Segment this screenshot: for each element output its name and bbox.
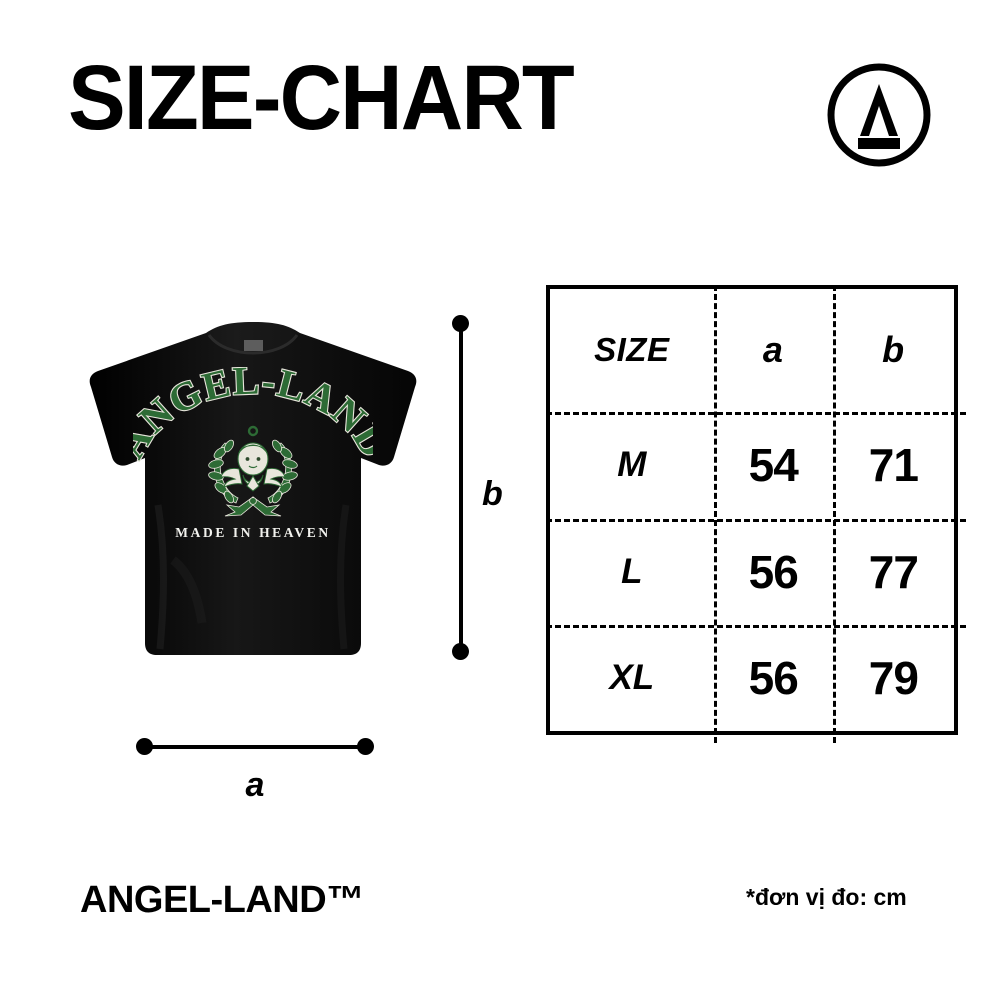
measurement-endpoint-bottom xyxy=(452,643,469,660)
shirt-tagline: MADE IN HEAVEN xyxy=(175,525,331,540)
measurement-line-vertical xyxy=(459,323,463,652)
measurement-line-horizontal xyxy=(144,745,366,749)
table-cell-m-a: 54 xyxy=(748,439,799,492)
size-table: SIZE a b M 54 71 L 56 77 XL 56 79 xyxy=(546,285,966,743)
measurement-endpoint-right xyxy=(357,738,374,755)
table-header-size: SIZE xyxy=(594,331,670,369)
measurement-guide-a: a xyxy=(136,738,374,804)
table-cell-xl-a: 56 xyxy=(748,651,799,704)
shirt-print-artwork: ANGEL-LAND xyxy=(133,367,373,542)
measurement-label-b: b xyxy=(482,475,503,513)
circled-a-logo xyxy=(826,62,932,168)
table-cell-l-a: 56 xyxy=(748,545,799,598)
measurement-label-a: a xyxy=(245,766,265,804)
table-cell-xl-b: 79 xyxy=(868,651,919,704)
table-row: L xyxy=(621,551,643,591)
table-column-divider-1 xyxy=(713,285,717,743)
table-row: M xyxy=(617,445,647,485)
table-header-a: a xyxy=(762,329,784,371)
measurement-guide-b: b xyxy=(452,315,503,660)
table-cell-l-b: 77 xyxy=(868,545,919,598)
table-cell-m-b: 71 xyxy=(868,439,919,492)
footer-unit-note: *đơn vị đo: cm xyxy=(746,884,907,910)
page-title: SIZE-CHART xyxy=(68,47,575,149)
table-column-divider-2 xyxy=(832,285,836,743)
table-row-divider-2 xyxy=(546,518,966,522)
table-row-divider-3 xyxy=(546,624,966,628)
cherub-laurel-crest-icon xyxy=(208,425,298,517)
table-row: XL xyxy=(609,657,655,697)
footer-brand-name: ANGEL-LAND™ xyxy=(80,879,364,921)
tshirt-illustration: ANGEL-LAND xyxy=(78,305,428,665)
table-row-divider-1 xyxy=(546,411,966,415)
table-header-b: b xyxy=(882,329,905,371)
arch-text-angel-land: ANGEL-LAND xyxy=(133,367,373,462)
